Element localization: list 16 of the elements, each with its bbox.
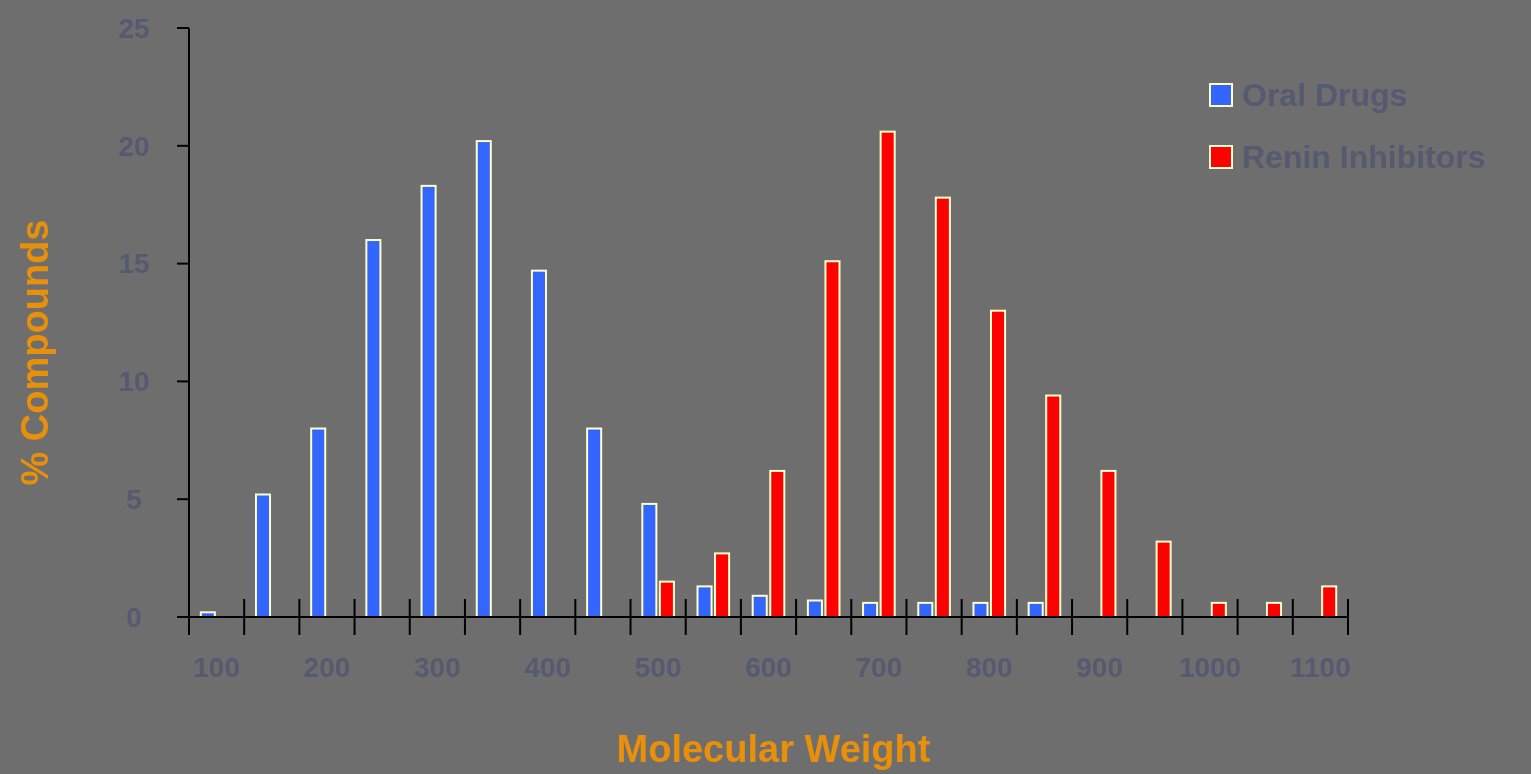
bar [420,184,437,618]
bar [475,140,492,618]
x-axis-title: Molecular Weight [616,728,931,770]
bar [934,196,951,618]
bar [530,269,547,618]
bar [1321,585,1338,618]
bar [365,239,382,618]
bar [641,502,658,618]
bar [879,130,896,618]
bar [658,580,675,618]
bar [586,427,603,618]
y-axis-title: % Compounds [14,219,56,486]
bar [310,427,327,618]
bar [1155,540,1172,618]
bar [254,493,272,618]
bar [1100,469,1117,618]
